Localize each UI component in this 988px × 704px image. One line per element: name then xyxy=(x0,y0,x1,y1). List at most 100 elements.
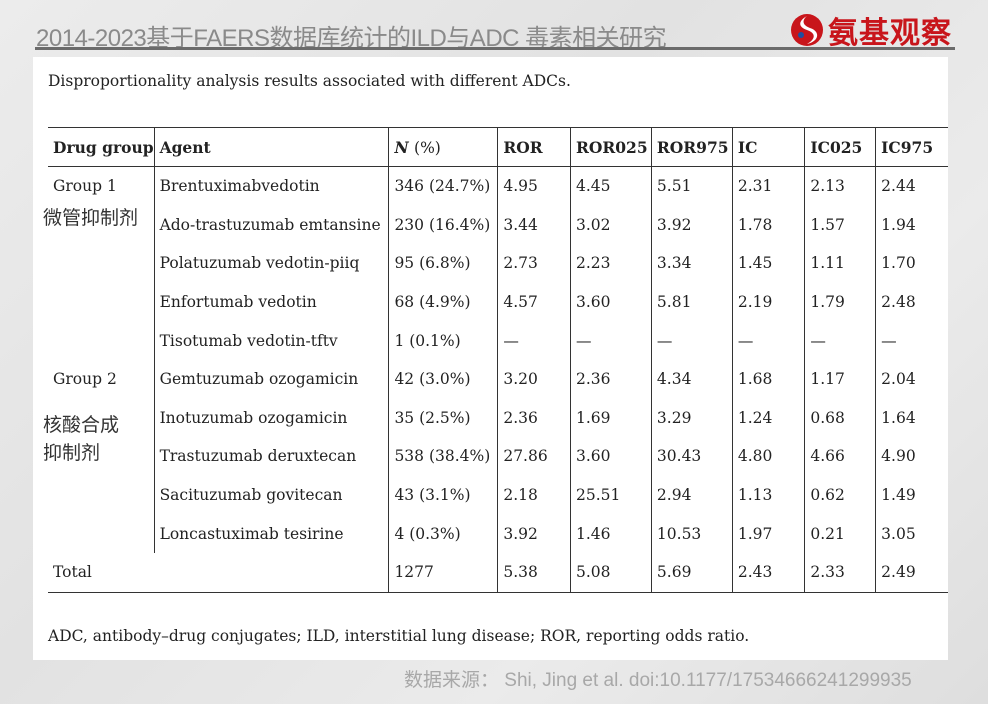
cell-ror025: 4.45 xyxy=(569,166,652,206)
col-drug-group: Drug group xyxy=(53,137,154,157)
content-panel: Disproportionality analysis results asso… xyxy=(33,57,948,660)
cell-ic: 1.24 xyxy=(731,398,805,438)
cell-n: 4 (0.3%) xyxy=(388,514,498,553)
cell-ror: 2.36 xyxy=(497,398,571,438)
group2-label-line2: 抑制剂 xyxy=(43,443,101,464)
cell-ic025: 1.11 xyxy=(804,244,876,283)
table-row: Group 2 Gemtuzumab ozogamicin 42 (3.0%) 3.2… xyxy=(48,359,948,399)
cell-ror: 2.18 xyxy=(497,475,571,515)
col-ic025: IC025 xyxy=(804,127,876,167)
table-row: Trastuzumab deruxtecan 538 (38.4%) 27.86 3.… xyxy=(48,437,948,476)
cell-n: 42 (3.0%) xyxy=(388,359,498,399)
cell-ic025: 2.13 xyxy=(804,166,876,206)
total-ic975: 2.49 xyxy=(875,552,948,593)
cell-ror025: 1.46 xyxy=(569,514,652,553)
cell-ic: 2.31 xyxy=(731,166,805,206)
cell-ror025: 2.23 xyxy=(569,244,652,283)
cell-n: 538 (38.4%) xyxy=(388,437,498,476)
cell-ror: 3.20 xyxy=(497,359,571,399)
cell-ror025: 3.02 xyxy=(569,205,652,245)
cell-drug-group: Group 1 xyxy=(53,177,117,196)
source-citation: 数据来源： Shi, Jing et al. doi:10.1177/17534… xyxy=(404,670,912,691)
cell-ror025: — xyxy=(569,321,652,360)
cell-agent: Sacituzumab govitecan xyxy=(153,475,389,515)
cell-ic025: 0.21 xyxy=(804,514,876,553)
cell-ic: 4.80 xyxy=(731,437,805,476)
col-ic975: IC975 xyxy=(875,127,948,167)
cell-agent: Tisotumab vedotin-tftv xyxy=(153,321,389,360)
cell-drug-group: Group 2 xyxy=(53,370,117,389)
cell-ror975: 3.29 xyxy=(650,398,733,438)
col-ror: ROR xyxy=(497,127,571,167)
table-caption: Disproportionality analysis results asso… xyxy=(48,72,571,90)
cell-drug-group xyxy=(48,244,154,283)
cell-ror975: 5.81 xyxy=(650,282,733,322)
cell-drug-group xyxy=(48,321,154,360)
total-ror: 5.38 xyxy=(497,552,571,593)
cell-ror: 3.92 xyxy=(497,514,571,553)
cell-ror975: 3.92 xyxy=(650,205,733,245)
table-row: Polatuzumab vedotin-piiq 95 (6.8%) 2.73 2.2… xyxy=(48,244,948,283)
cell-agent: Inotuzumab ozogamicin xyxy=(153,398,389,438)
cell-ic025: 0.62 xyxy=(804,475,876,515)
cell-ic: 2.19 xyxy=(731,282,805,322)
cell-ic975: 1.70 xyxy=(875,244,948,283)
cell-ic025: 1.17 xyxy=(804,359,876,399)
col-ror975: ROR975 xyxy=(650,127,733,167)
group2-label-line1: 核酸合成 xyxy=(43,415,120,436)
cell-n: 68 (4.9%) xyxy=(388,282,498,322)
cell-ic975: 1.94 xyxy=(875,205,948,245)
logo-icon xyxy=(791,14,823,46)
table-row: Tisotumab vedotin-tftv 1 (0.1%) — — — — — — xyxy=(48,321,948,360)
brand-logo: 氨基观察 xyxy=(790,8,952,52)
total-n: 1277 xyxy=(388,552,498,593)
cell-drug-group xyxy=(48,514,154,553)
total-ic: 2.43 xyxy=(731,552,805,593)
cell-ror: 4.95 xyxy=(497,166,571,206)
cell-ror: — xyxy=(497,321,571,360)
cell-ic975: 2.48 xyxy=(875,282,948,322)
cell-agent: Trastuzumab deruxtecan xyxy=(153,437,389,476)
cell-drug-group xyxy=(48,476,154,515)
results-table: Drug group Agent N (%) ROR ROR025 ROR975… xyxy=(48,127,948,593)
total-drug-group: Total xyxy=(53,563,92,582)
table-row: Group 1 Brentuximabvedotin 346 (24.7%) 4.95… xyxy=(48,166,948,206)
cell-n: 346 (24.7%) xyxy=(388,166,498,206)
cell-ror975: — xyxy=(650,321,733,360)
brand-name: 氨基观察 xyxy=(828,17,952,50)
total-ror025: 5.08 xyxy=(569,552,652,593)
cell-ic: 1.78 xyxy=(731,205,805,245)
cell-ic: 1.45 xyxy=(731,244,805,283)
cell-ic975: 4.90 xyxy=(875,437,948,476)
cell-ic975: 2.44 xyxy=(875,166,948,206)
cell-ic975: 1.49 xyxy=(875,475,948,515)
total-ic025: 2.33 xyxy=(804,552,876,593)
cell-ror: 2.73 xyxy=(497,244,571,283)
cell-ror: 3.44 xyxy=(497,205,571,245)
cell-ic: 1.68 xyxy=(731,359,805,399)
total-ror975: 5.69 xyxy=(650,552,733,593)
cell-n: 230 (16.4%) xyxy=(388,205,498,245)
cell-n: 43 (3.1%) xyxy=(388,475,498,515)
group1-label: 微管抑制剂 xyxy=(43,208,139,229)
cell-ic975: 2.04 xyxy=(875,359,948,399)
cell-n: 35 (2.5%) xyxy=(388,398,498,438)
cell-ic025: 0.68 xyxy=(804,398,876,438)
table-header-row: Drug group Agent N (%) ROR ROR025 ROR975… xyxy=(48,127,948,167)
total-agent xyxy=(154,553,389,592)
cell-ror025: 3.60 xyxy=(569,437,652,476)
cell-ror975: 30.43 xyxy=(650,437,733,476)
cell-ror975: 4.34 xyxy=(650,359,733,399)
title-divider xyxy=(35,47,955,50)
cell-agent: Ado-trastuzumab emtansine xyxy=(153,205,389,245)
table-row: Inotuzumab ozogamicin 35 (2.5%) 2.36 1.69 3.… xyxy=(48,398,948,438)
col-ror025: ROR025 xyxy=(569,127,652,167)
cell-ic025: 4.66 xyxy=(804,437,876,476)
total-row: Total 1277 5.38 5.08 5.69 2.43 2.33 2.49 xyxy=(48,552,948,593)
cell-ic: — xyxy=(731,321,805,360)
cell-agent: Enfortumab vedotin xyxy=(153,282,389,322)
cell-agent: Polatuzumab vedotin-piiq xyxy=(153,244,389,283)
cell-ic025: 1.57 xyxy=(804,205,876,245)
cell-ror: 27.86 xyxy=(497,437,571,476)
cell-n: 95 (6.8%) xyxy=(388,244,498,283)
